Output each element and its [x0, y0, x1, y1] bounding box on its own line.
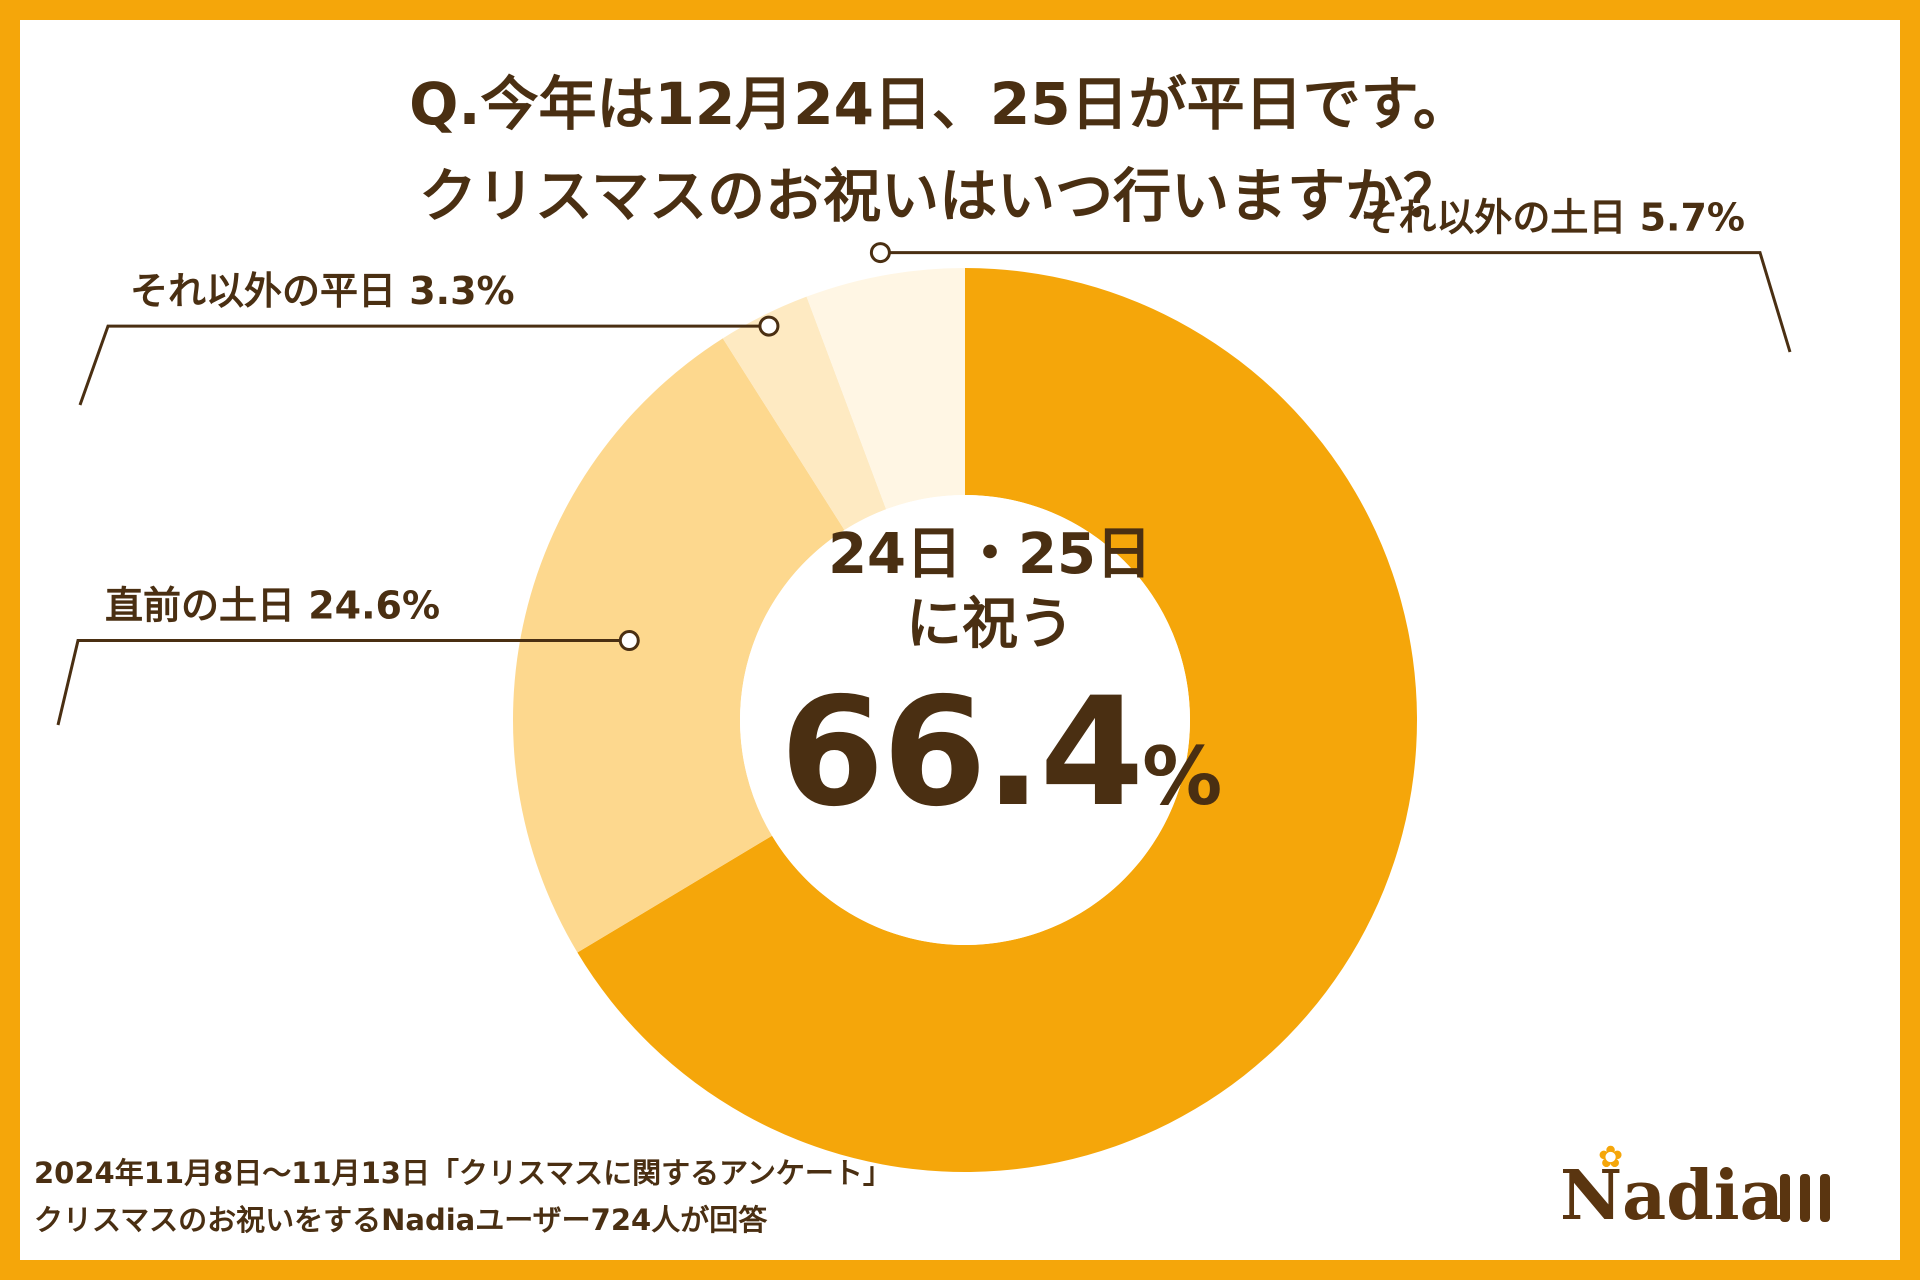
flower-icon: ✿: [1598, 1140, 1624, 1175]
slice-other-weekday: [722, 296, 887, 531]
fork-icon: [1780, 1174, 1830, 1222]
center-value-unit: %: [1142, 730, 1222, 823]
chart-title: Q.今年は12月24日、25日が平日です。 クリスマスのお祝いはいつ行いますか？: [0, 58, 1880, 242]
callout-dot-slice-other-weekend: [869, 242, 891, 264]
callout-line-slice-other-weekend: [880, 251, 1792, 353]
survey-note-line-2: クリスマスのお祝いをするNadiaユーザー724人が回答: [34, 1203, 768, 1237]
center-label-line-2: に祝う: [906, 592, 1074, 657]
nadia-logo: ✿ Nadia: [1560, 1140, 1860, 1240]
slice-other-weekend: [806, 268, 965, 510]
donut-hole: [740, 495, 1190, 945]
center-summary: 24日・25日 に祝う 66.4%: [780, 520, 1222, 862]
survey-note: 2024年11月8日〜11月13日「クリスマスに関するアンケート」 クリスマスの…: [34, 1150, 892, 1244]
callout-line-slice-other-weekday: [78, 324, 769, 406]
survey-note-line-1: 2024年11月8日〜11月13日「クリスマスに関するアンケート」: [34, 1156, 892, 1190]
callout-label-slice-other-weekday: それ以外の平日 3.3%: [130, 269, 515, 313]
callout-label-slice-other-weekend: それ以外の土日 5.7%: [1360, 196, 1745, 240]
slice-weekend-before: [513, 338, 845, 953]
center-value: 66.4%: [780, 666, 1222, 862]
title-line-2: クリスマスのお祝いはいつ行いますか？: [418, 162, 1462, 230]
callout-dot-slice-weekend-before: [618, 630, 640, 652]
callout-label-slice-weekend-before: 直前の土日 24.6%: [105, 584, 440, 628]
center-value-number: 66.4: [780, 666, 1144, 840]
logo-text: Nadia: [1560, 1156, 1784, 1236]
slice-24-25: [577, 268, 1417, 1173]
callout-line-slice-weekend-before: [56, 639, 630, 726]
center-label-line-1: 24日・25日: [828, 522, 1152, 587]
callout-dot-slice-other-weekday: [758, 315, 780, 337]
title-line-1: Q.今年は12月24日、25日が平日です。: [409, 70, 1471, 138]
